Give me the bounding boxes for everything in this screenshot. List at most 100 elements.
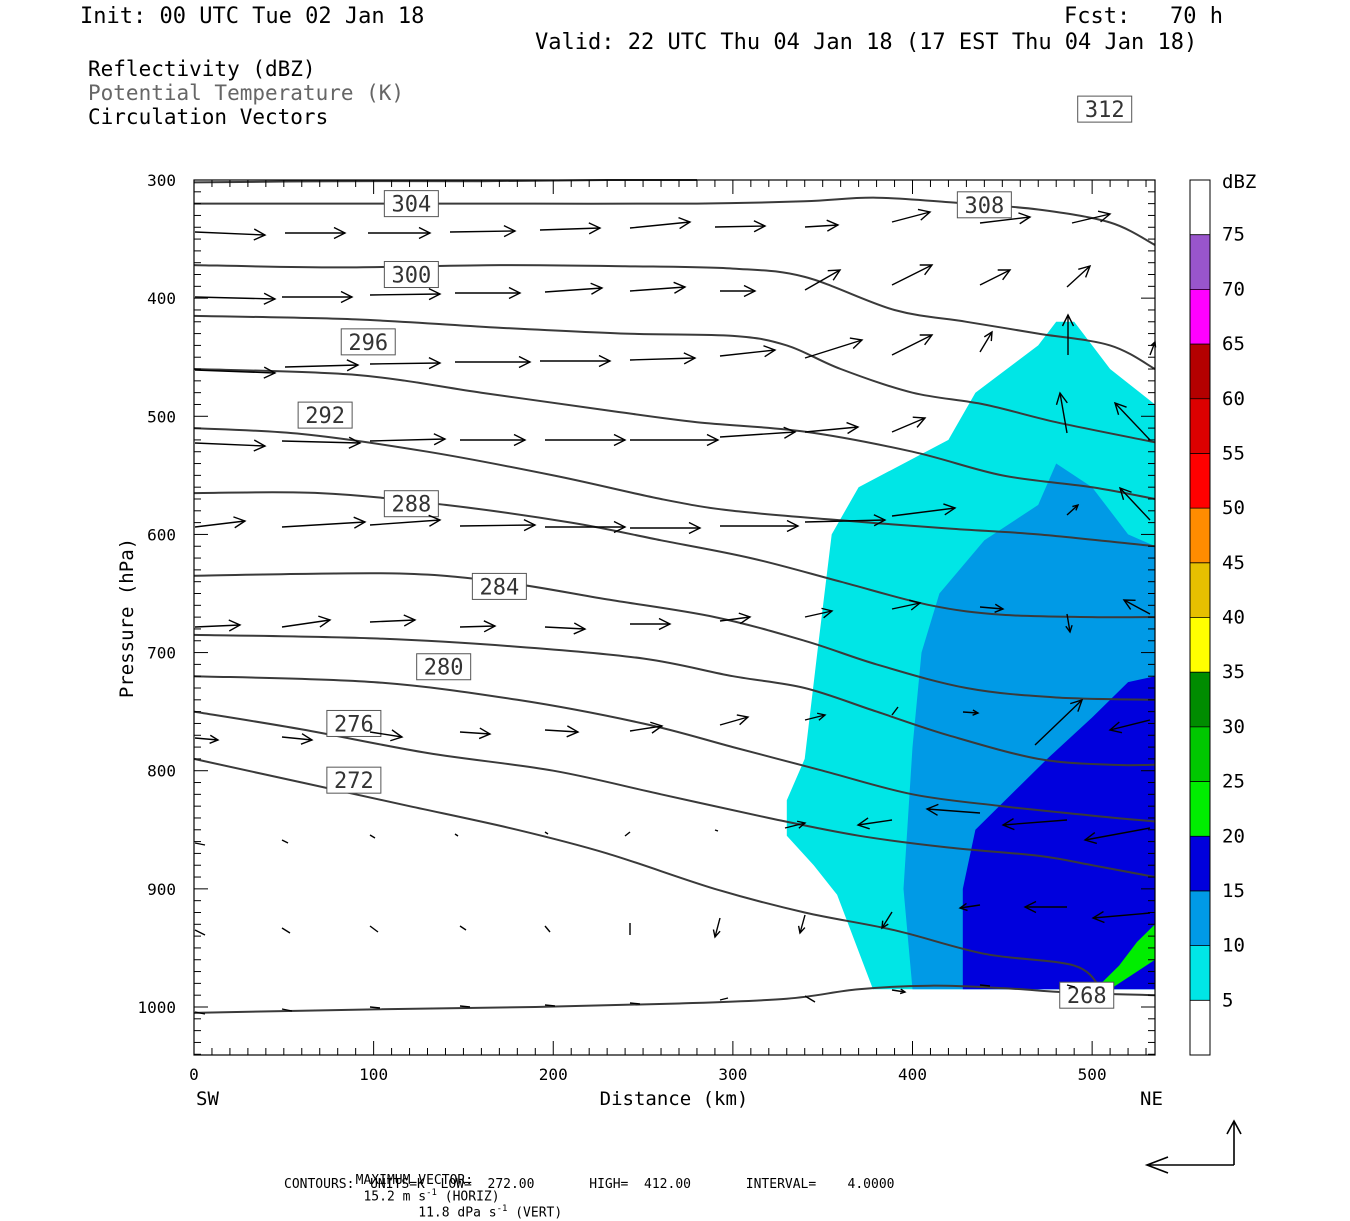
theta-296-label-box — [340, 328, 396, 356]
vector-head — [353, 516, 367, 529]
vector-shaft — [281, 1008, 293, 1012]
vert-unit: (VERT) — [515, 1205, 563, 1221]
vector-head — [209, 734, 220, 744]
vector-head — [994, 603, 1005, 613]
vector-arrow — [804, 995, 816, 1003]
valid-time: Valid: 22 UTC Thu 04 Jan 18 (17 EST Thu … — [535, 30, 1198, 55]
vector-head — [508, 286, 522, 300]
vector-shaft — [459, 524, 536, 527]
vector-shaft — [1114, 402, 1151, 441]
vector-shaft — [857, 819, 893, 826]
vector-shaft — [979, 984, 991, 987]
colorbar-title: dBZ — [1222, 171, 1256, 193]
vector-head — [518, 355, 532, 369]
vector-shaft — [544, 925, 551, 933]
vector-arrow — [804, 712, 827, 721]
colorbar: 5 10 15 20 25 30 35 40 45 50 55 60 65 70 75 — [1189, 179, 1245, 1056]
vector-head — [753, 220, 767, 233]
vector-arrow — [629, 352, 697, 365]
vector-head — [503, 225, 517, 238]
colorbar-swatch — [1190, 344, 1210, 399]
vector-arrow — [194, 516, 247, 529]
vector-arrow — [455, 355, 532, 369]
vector-head — [908, 599, 922, 611]
vector-shaft — [714, 829, 719, 832]
vector-arrow — [979, 603, 1005, 613]
vector-shaft — [369, 362, 441, 365]
vector-head — [881, 920, 889, 930]
vector-shaft — [624, 831, 631, 837]
vector-arrow — [719, 426, 797, 439]
vector-arrow — [719, 997, 729, 1001]
vector-head — [821, 607, 834, 619]
vector-shaft — [891, 211, 931, 223]
vector-arrow — [979, 984, 991, 987]
theta-284-label-box — [471, 572, 527, 600]
vector-shaft — [1066, 613, 1071, 633]
vector-arrow — [284, 359, 360, 372]
vector-arrow — [369, 433, 447, 446]
vector-arrow — [368, 226, 432, 240]
colorbar-swatch — [1190, 945, 1210, 1001]
vector-arrow — [194, 929, 206, 936]
vector-arrow — [369, 514, 442, 527]
vector-shaft — [804, 339, 863, 359]
vector-shaft — [281, 440, 361, 444]
x-tick-label: 400 — [898, 1065, 927, 1084]
vector-arrow — [194, 1011, 206, 1015]
vector-head — [428, 288, 442, 301]
vector-arrow — [1066, 503, 1080, 516]
vector-arrow — [720, 284, 757, 298]
theta-280-label-box — [416, 653, 472, 681]
vector-head — [233, 516, 247, 529]
vector-arrow — [856, 817, 893, 830]
vector-head — [678, 216, 692, 230]
legend-vectors: Circulation Vectors — [88, 105, 329, 129]
vector-shaft — [369, 519, 441, 526]
vector-shaft — [891, 264, 933, 286]
vector-arrow — [459, 925, 467, 931]
x-tick-label: 100 — [359, 1065, 388, 1084]
vector-shaft — [194, 520, 246, 528]
legend-theta: Potential Temperature (K) — [88, 81, 405, 105]
vector-head — [743, 284, 757, 298]
vector-head — [943, 503, 957, 516]
vector-arrow — [539, 222, 602, 235]
vector-head — [856, 817, 870, 830]
vector-head — [1023, 900, 1037, 914]
vector-arrow — [1071, 210, 1112, 224]
vector-arrow — [545, 520, 627, 534]
theta-300-label: 300 — [391, 264, 431, 289]
theta-308-line — [193, 264, 1156, 370]
vector-head — [919, 264, 934, 276]
init-time: Init: 00 UTC Tue 02 Jan 18 — [80, 4, 425, 29]
vector-head — [428, 357, 442, 370]
colorbar-label: 25 — [1222, 771, 1245, 793]
x-tick-label: 0 — [189, 1065, 199, 1084]
vector-head — [706, 433, 720, 447]
theta-284-line — [193, 633, 1156, 767]
vector-arrow — [891, 706, 899, 716]
vector-arrow — [369, 729, 404, 742]
vector-head — [1061, 313, 1075, 327]
vector-shaft — [454, 833, 459, 837]
vector-shaft — [629, 221, 691, 229]
vector-head — [816, 712, 827, 721]
vector-head — [433, 433, 447, 446]
vector-arrow — [194, 228, 267, 241]
dbz-15-region — [962, 676, 1155, 990]
vector-arrow — [624, 831, 631, 837]
vector-shaft — [719, 616, 751, 622]
vector-arrow — [449, 225, 517, 238]
colorbar-swatch — [1190, 617, 1210, 673]
vector-arrow — [630, 433, 720, 447]
theta-304-label-box — [383, 190, 439, 218]
vector-shaft — [719, 716, 749, 726]
vector-head — [673, 281, 687, 294]
vector-arrow — [1023, 900, 1067, 914]
y-tick-label: 300 — [147, 171, 176, 190]
vector-shaft — [959, 904, 981, 909]
colorbar-swatch — [1190, 289, 1210, 345]
vector-arrow — [194, 292, 277, 305]
vector-head — [899, 988, 907, 995]
